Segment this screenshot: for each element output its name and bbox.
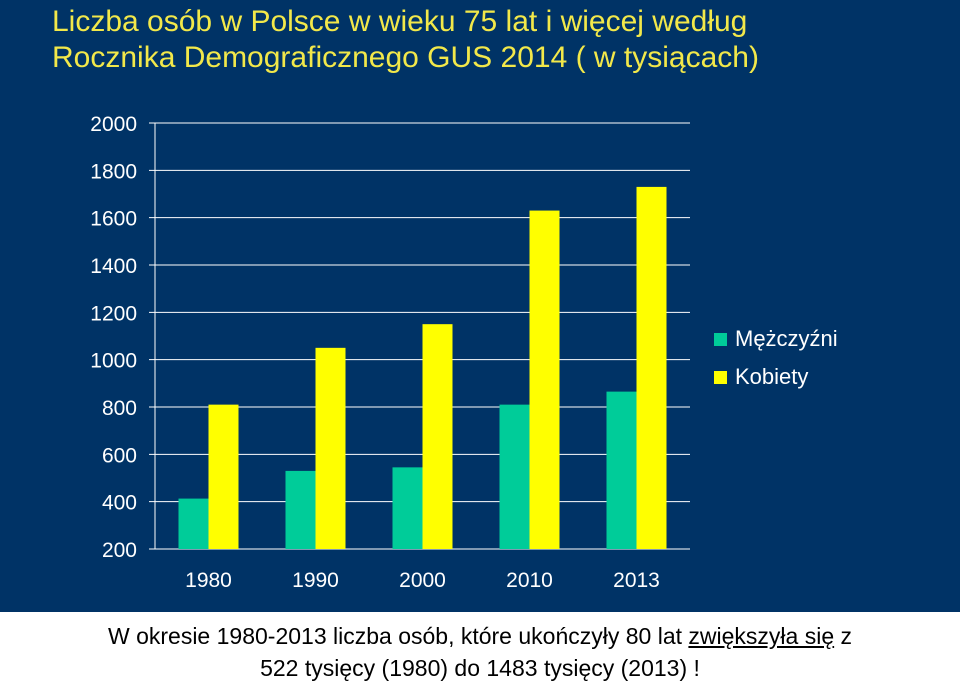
bar-men-1980 bbox=[178, 498, 209, 549]
x-tick-label-2013: 2013 bbox=[613, 569, 660, 592]
caption: W okresie 1980-2013 liczba osób, które u… bbox=[0, 620, 960, 684]
y-tick-label-1000: 1000 bbox=[90, 350, 137, 373]
y-tick-label-400: 400 bbox=[102, 492, 137, 515]
bar-chart: 200 400 600 800 1000 1200 1400 1600 1800 2000 1980… bbox=[90, 113, 690, 592]
caption-line-1: W okresie 1980-2013 liczba osób, które u… bbox=[0, 620, 960, 652]
bar-men-2000 bbox=[392, 467, 423, 549]
chart-title-line-2: Rocznika Demograficznego GUS 2014 ( w ty… bbox=[52, 41, 759, 74]
chart-panel: Liczba osób w Polsce w wieku 75 lat i wi… bbox=[0, 0, 960, 612]
y-tick-label-1600: 1600 bbox=[90, 208, 137, 231]
legend: Mężczyźni Kobiety bbox=[714, 320, 838, 396]
y-tick-label-600: 600 bbox=[102, 444, 137, 467]
y-tick-label-2000: 2000 bbox=[90, 113, 137, 136]
y-tick-label-1200: 1200 bbox=[90, 302, 137, 325]
y-tick-label-1800: 1800 bbox=[90, 160, 137, 183]
caption-line-1-end: z bbox=[834, 623, 853, 649]
legend-item-women: Kobiety bbox=[714, 358, 838, 396]
y-tick-label-1400: 1400 bbox=[90, 255, 137, 278]
caption-line-2: 522 tysięcy (1980) do 1483 tysięcy (2013… bbox=[260, 655, 700, 681]
legend-swatch-women bbox=[714, 370, 727, 384]
bar-women-1980 bbox=[208, 404, 239, 549]
y-tick-label-800: 800 bbox=[102, 397, 137, 420]
chart-title: Liczba osób w Polsce w wieku 75 lat i wi… bbox=[52, 4, 932, 76]
legend-label-women: Kobiety bbox=[735, 364, 809, 389]
bar-women-1990 bbox=[315, 347, 346, 549]
bar-men-2013 bbox=[606, 391, 637, 549]
chart-title-line-1: Liczba osób w Polsce w wieku 75 lat i wi… bbox=[52, 5, 748, 38]
x-tick-label-2000: 2000 bbox=[399, 569, 446, 592]
legend-item-men: Mężczyźni bbox=[714, 320, 838, 358]
bar-men-2010 bbox=[499, 404, 530, 549]
bar-women-2010 bbox=[529, 210, 560, 550]
caption-line-1-start: W okresie 1980-2013 liczba osób, które u… bbox=[107, 623, 689, 649]
bar-women-2013 bbox=[636, 186, 667, 549]
bar-women-2000 bbox=[422, 324, 453, 549]
x-tick-label-1990: 1990 bbox=[292, 569, 339, 592]
legend-label-men: Mężczyźni bbox=[735, 326, 838, 351]
y-tick-label-200: 200 bbox=[102, 539, 137, 562]
caption-underlined-phrase: zwiększyła się bbox=[688, 623, 835, 649]
legend-swatch-men bbox=[714, 332, 727, 346]
x-tick-label-1980: 1980 bbox=[185, 569, 232, 592]
x-tick-label-2010: 2010 bbox=[506, 569, 553, 592]
bar-men-1990 bbox=[285, 470, 316, 549]
